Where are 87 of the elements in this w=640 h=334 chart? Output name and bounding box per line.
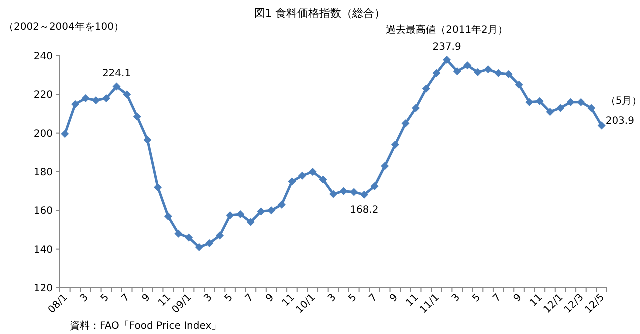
annotation: 224.1 [102, 68, 132, 80]
point [246, 218, 255, 226]
point [391, 140, 400, 149]
y-tick-label: 140 [34, 244, 53, 256]
point [257, 208, 266, 216]
point [412, 104, 420, 112]
point [278, 200, 286, 209]
y-tick-label: 180 [34, 168, 53, 178]
point [123, 90, 132, 99]
point [206, 240, 214, 248]
y-tick-label: 240 [34, 52, 53, 62]
point [474, 68, 482, 76]
point [453, 67, 462, 76]
point [443, 56, 452, 64]
point [556, 104, 565, 112]
x-tick-label: 5 [223, 292, 236, 305]
point [226, 212, 234, 220]
point [112, 82, 121, 91]
x-tick-label: 3 [78, 292, 91, 305]
x-tick-label: 11 [156, 292, 174, 310]
point [340, 187, 348, 196]
y-axis-title: （2002～2004年を100） [4, 21, 124, 33]
point [402, 120, 410, 128]
point [319, 176, 328, 184]
x-tick-label: 3 [450, 292, 462, 305]
annotation: （5月） [606, 96, 640, 107]
x-tick-label: 3 [202, 292, 215, 305]
x-tick-label: 5 [346, 292, 360, 305]
x-tick-label: 9 [512, 292, 524, 305]
point [61, 130, 70, 138]
point [144, 136, 152, 144]
annotation: 237.9 [432, 42, 462, 54]
point [381, 162, 390, 170]
annotation: 168.2 [350, 204, 379, 216]
point [288, 178, 296, 186]
point [133, 112, 142, 121]
point [308, 168, 317, 176]
x-tick-label: 7 [244, 292, 256, 305]
point [298, 172, 307, 180]
point [464, 62, 472, 70]
point [330, 190, 338, 198]
y-tick-label: 200 [34, 128, 53, 140]
point [174, 230, 183, 238]
x-tick-label: 5 [470, 292, 484, 305]
x-tick-label: 3 [326, 292, 339, 305]
point [422, 84, 430, 93]
x-tick-label: 9 [140, 292, 153, 305]
y-tick-label: 160 [34, 206, 53, 218]
point [268, 206, 276, 215]
point [536, 97, 544, 106]
point [216, 232, 224, 240]
point [82, 94, 90, 103]
point [92, 96, 100, 104]
point [526, 98, 534, 106]
point [71, 100, 80, 108]
x-tick-label: 9 [264, 292, 277, 305]
point [154, 183, 162, 192]
point [484, 66, 492, 74]
point [598, 122, 606, 130]
annotation: 203.9 [606, 116, 634, 127]
point [195, 243, 204, 252]
x-tick-label: 5 [99, 292, 112, 305]
point [504, 70, 513, 78]
annotation: 過去最高値（2011年2月） [386, 24, 508, 36]
x-tick-label: 7 [491, 292, 504, 305]
text: 資料：FAO「Food Price Index」 [70, 320, 222, 332]
x-tick-label: 9 [388, 292, 401, 305]
point [185, 234, 194, 242]
point [432, 69, 441, 78]
point [164, 212, 172, 220]
y-tick-label: 220 [34, 90, 53, 102]
point [566, 98, 575, 106]
point [370, 182, 379, 190]
x-tick-label: 11 [280, 292, 298, 310]
y-tick-label: 120 [34, 284, 53, 294]
point [588, 104, 596, 112]
x-tick-label: 7 [120, 292, 132, 305]
point [102, 94, 110, 103]
point [350, 188, 358, 196]
point [577, 98, 586, 106]
x-tick-label: 7 [368, 292, 380, 305]
point [515, 81, 524, 89]
point [360, 190, 368, 199]
point [494, 69, 503, 78]
point [236, 210, 245, 219]
point [546, 108, 554, 116]
chart-title: 図1 食料価格指数（総合） [254, 7, 386, 20]
